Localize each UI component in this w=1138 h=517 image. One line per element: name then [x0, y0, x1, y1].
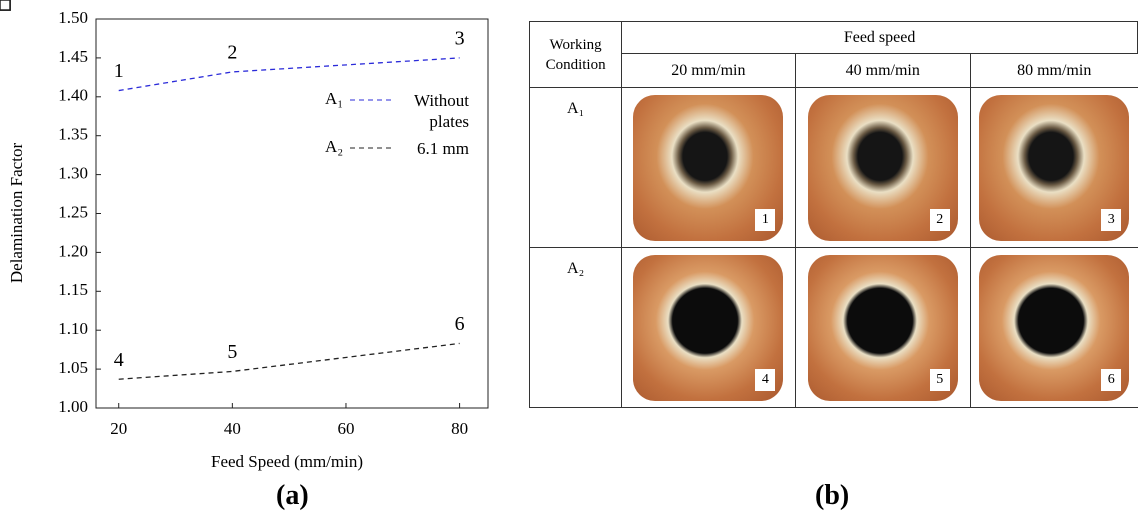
legend-name: A₂ — [325, 137, 343, 156]
hole-photo: 2 — [808, 95, 958, 241]
y-tick-label: 1.05 — [58, 358, 88, 377]
corner-header: Working Condition — [530, 22, 622, 88]
column-header: 20 mm/min — [622, 54, 795, 88]
point-label: 1 — [114, 60, 124, 82]
x-tick-label: 20 — [110, 419, 127, 438]
photo-cell: 1 — [622, 88, 795, 248]
y-tick-label: 1.30 — [58, 164, 88, 183]
point-label: 3 — [455, 27, 465, 49]
y-tick-label: 1.25 — [58, 202, 88, 221]
point-label: 4 — [114, 349, 124, 371]
point-label: 6 — [455, 313, 465, 335]
hole-photo: 3 — [979, 95, 1129, 241]
legend-label: Without plates — [394, 90, 469, 132]
y-tick-label: 1.40 — [58, 86, 88, 105]
hole-photo: 6 — [979, 255, 1129, 401]
photo-number: 5 — [930, 369, 950, 391]
legend-label: 6.1 mm — [394, 138, 469, 159]
table-row: A₂ 4 5 6 — [530, 248, 1138, 408]
photo-cell: 2 — [795, 88, 970, 248]
series-line — [119, 58, 460, 91]
y-tick-label: 1.00 — [58, 397, 88, 416]
hole-photo: 1 — [633, 95, 783, 241]
column-header: 80 mm/min — [970, 54, 1137, 88]
chart: Feed Speed (mm/min) Delamination Factor … — [0, 0, 520, 480]
point-label: 5 — [227, 341, 237, 363]
photo-number: 3 — [1101, 209, 1121, 231]
photo-number: 1 — [755, 209, 775, 231]
photo-cell: 5 — [795, 248, 970, 408]
y-tick-label: 1.35 — [58, 125, 88, 144]
hole-photo: 5 — [808, 255, 958, 401]
photo-cell: 3 — [970, 88, 1137, 248]
photo-table: Working Condition Feed speed 20 mm/min 4… — [529, 21, 1138, 408]
photo-number: 6 — [1101, 369, 1121, 391]
x-tick-label: 60 — [337, 419, 354, 438]
x-tick-label: 80 — [451, 419, 468, 438]
y-tick-label: 1.50 — [58, 8, 88, 27]
photo-cell: 4 — [622, 248, 795, 408]
y-tick-label: 1.10 — [58, 319, 88, 338]
row-label: A₂ — [530, 248, 622, 408]
y-tick-label: 1.20 — [58, 241, 88, 260]
hole-photo: 4 — [633, 255, 783, 401]
y-tick-label: 1.15 — [58, 280, 88, 299]
row-label: A₁ — [530, 88, 622, 248]
148 — [0, 0, 10, 10]
point-label: 2 — [227, 41, 237, 63]
x-axis-label: Feed Speed (mm/min) — [211, 452, 363, 471]
group-header: Feed speed — [622, 22, 1138, 54]
x-tick-label: 40 — [224, 419, 241, 438]
legend-name: A₁ — [325, 89, 343, 108]
photo-cell: 6 — [970, 248, 1137, 408]
table-row: A₁ 1 2 3 — [530, 88, 1138, 248]
column-header: 40 mm/min — [795, 54, 970, 88]
y-axis-label: Delamination Factor — [7, 143, 26, 284]
plot-frame — [96, 19, 488, 408]
y-tick-label: 1.45 — [58, 47, 88, 66]
page: Feed Speed (mm/min) Delamination Factor … — [0, 0, 1138, 517]
photo-number: 4 — [755, 369, 775, 391]
caption: (b) — [815, 480, 849, 512]
photo-number: 2 — [930, 209, 950, 231]
caption: (a) — [276, 480, 309, 512]
series-line — [119, 343, 460, 379]
